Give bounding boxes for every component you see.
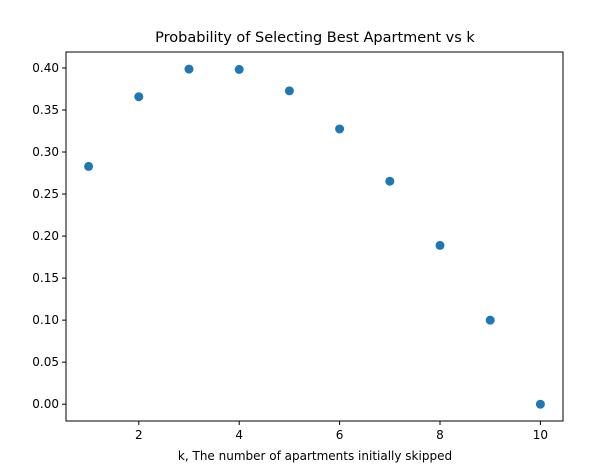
x-tick-label: 4 — [235, 428, 243, 442]
y-tick-label: 0.20 — [32, 229, 59, 243]
data-point — [184, 64, 194, 74]
y-tick-label: 0.10 — [32, 313, 59, 327]
plot-marks — [84, 64, 545, 409]
y-tick-label: 0.25 — [32, 187, 59, 201]
plot-frame — [65, 51, 564, 422]
y-axis-ticks: 0.00 0.05 0.10 0.15 0.20 0.25 0.30 0.35 0.40 — [32, 61, 66, 411]
y-tick-label: 0.40 — [32, 61, 59, 75]
y-tick-label: 0.05 — [32, 355, 59, 369]
data-point — [134, 92, 144, 102]
y-tick-label: 0.35 — [32, 103, 59, 117]
x-tick-label: 10 — [533, 428, 548, 442]
y-tick-label: 0.15 — [32, 271, 59, 285]
data-point — [435, 240, 445, 250]
data-point — [84, 161, 94, 171]
chart-title: Probability of Selecting Best Apartment … — [155, 30, 475, 46]
x-tick-label: 6 — [336, 428, 344, 442]
x-axis-label: k, The number of apartments initially sk… — [178, 449, 452, 463]
data-point — [335, 124, 345, 134]
y-tick-label: 0.00 — [32, 397, 59, 411]
data-point — [485, 315, 495, 325]
y-tick-label: 0.30 — [32, 145, 59, 159]
x-axis-ticks: 2 4 6 8 10 — [135, 421, 548, 442]
data-point — [385, 176, 395, 186]
data-point — [284, 86, 294, 96]
data-point — [535, 399, 545, 409]
x-tick-label: 8 — [436, 428, 444, 442]
data-point — [234, 64, 244, 74]
x-tick-label: 2 — [135, 428, 143, 442]
